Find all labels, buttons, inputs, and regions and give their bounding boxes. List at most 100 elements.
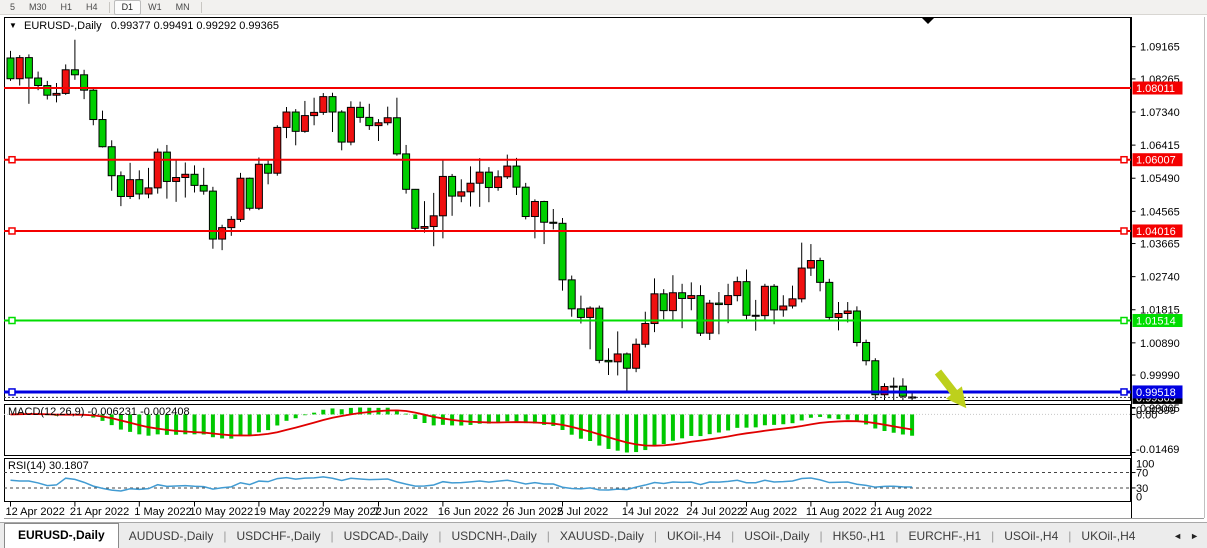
candle-body — [300, 115, 309, 132]
chart-ohlc-readout: 0.99377 0.99491 0.99292 0.99365 — [110, 20, 280, 32]
candle-body — [43, 85, 52, 96]
chart-tab-USDCHF-Daily[interactable]: USDCHF-,Daily — [236, 529, 321, 543]
trend-arrow[interactable] — [930, 366, 974, 415]
chart-tab-UKOil-H4[interactable]: UKOil-,H4 — [1081, 529, 1136, 543]
candle-body — [659, 293, 668, 312]
candle-body — [806, 260, 815, 269]
candle-body — [779, 305, 788, 311]
time-axis-label: 12 Apr 2022 — [6, 506, 65, 518]
timeframe-button-5[interactable]: 5 — [10, 1, 16, 12]
candle-body — [770, 285, 779, 311]
time-axis-label: 1 May 2022 — [134, 506, 191, 518]
candle-body — [254, 163, 263, 209]
time-axis-label: 7 Jun 2022 — [374, 506, 428, 518]
candle-body — [567, 279, 576, 310]
candle-body — [273, 126, 282, 174]
chart-tab-USOil-Daily[interactable]: USOil-,Daily — [744, 529, 810, 543]
candle-body — [144, 187, 153, 195]
candle-body — [586, 307, 595, 318]
candle-body — [135, 179, 144, 195]
candle-body — [245, 177, 254, 209]
chart-tab-AUDUSD-Daily[interactable]: AUDUSD-,Daily — [128, 529, 214, 543]
timeframe-button-H1[interactable]: H1 — [60, 1, 73, 12]
candle-body — [310, 111, 319, 117]
chart-dropdown-icon[interactable]: ▼ — [9, 21, 17, 30]
candle-body — [650, 293, 659, 325]
candle-body — [751, 314, 760, 317]
price-chart: 1.091651.082651.073401.064151.054901.045… — [4, 17, 1205, 519]
line-handle[interactable] — [1120, 227, 1128, 235]
line-handle[interactable] — [1120, 316, 1128, 325]
candle-body — [153, 151, 162, 189]
line-handle[interactable] — [8, 155, 16, 164]
tab-scroll-left-icon[interactable]: ◄ — [1173, 530, 1183, 541]
timeframe-button-MN[interactable]: MN — [175, 1, 190, 12]
chart-tab-HK50-H1[interactable]: HK50-,H1 — [832, 529, 886, 543]
line-handle[interactable] — [1120, 155, 1128, 164]
chart-window: 1.09165 1.08265 1.07340 1.06415 1.05490 1.045… — [0, 15, 1207, 522]
candle-body — [558, 222, 567, 281]
tab-scroll-right-icon[interactable]: ► — [1190, 530, 1199, 541]
line-handle[interactable] — [8, 227, 16, 235]
chart-tab-XAUUSD-Daily[interactable]: XAUUSD-,Daily — [559, 529, 644, 543]
timeframe-button-H4[interactable]: H4 — [86, 1, 98, 12]
timeframe-button-M30[interactable]: M30 — [29, 1, 47, 12]
candle-body — [825, 281, 834, 318]
candle-body — [512, 165, 521, 188]
line-handle[interactable] — [8, 316, 16, 325]
time-axis-label: 14 Jul 2022 — [622, 506, 679, 518]
price-badge-1.04016: 1.04016 — [1132, 224, 1183, 238]
macd-panel — [4, 407, 1131, 453]
candle-body — [52, 92, 61, 96]
price-axis-label: 1.05490 — [1140, 173, 1180, 185]
timeframe-button-D1[interactable]: D1 — [113, 0, 142, 15]
candle-body — [80, 74, 89, 91]
candle-body — [724, 295, 733, 306]
time-axis-label: 21 Aug 2022 — [870, 506, 932, 518]
timeframe-button-W1[interactable]: W1 — [148, 1, 162, 12]
candle-body — [632, 343, 641, 369]
chart-tab-USOil-H4[interactable]: USOil-,H4 — [1004, 529, 1059, 543]
time-axis-label: 16 Jun 2022 — [438, 506, 499, 518]
line-handle[interactable] — [8, 388, 16, 396]
badge-bg — [1132, 153, 1183, 167]
chart-tab-USDCNH-Daily[interactable]: USDCNH-,Daily — [451, 529, 537, 543]
candle-body — [218, 227, 227, 240]
candle-body — [760, 285, 769, 317]
chart-tab-UKOil-H4[interactable]: UKOil-,H4 — [667, 529, 722, 543]
candle-body — [89, 89, 98, 121]
macd-min-label: -0.01469 — [1136, 444, 1179, 456]
candle-body — [475, 171, 484, 184]
tab-separator: | — [653, 529, 658, 543]
chart-tab-USDCAD-Daily[interactable]: USDCAD-,Daily — [343, 529, 429, 543]
chart-tab-EURCHF-H1[interactable]: EURCHF-,H1 — [908, 529, 982, 543]
price-axis-label: 1.03665 — [1140, 239, 1180, 251]
candle-body — [61, 69, 70, 94]
autoscroll-triangle-icon[interactable] — [922, 18, 934, 24]
rsi-axis-label: 70 — [1136, 468, 1148, 480]
line-handle[interactable] — [1120, 388, 1128, 396]
badge-bg — [1132, 314, 1183, 328]
rsi-indicator-label: RSI(14) 30.1807 — [8, 460, 89, 472]
price-axis-label: 1.06415 — [1140, 140, 1180, 152]
candle-body — [484, 171, 493, 189]
candle-body — [438, 175, 447, 217]
time-axis-label: 5 Jul 2022 — [558, 506, 609, 518]
tab-separator: | — [895, 529, 899, 543]
time-axis-label: 2 Aug 2022 — [742, 506, 798, 518]
candle-body — [871, 360, 880, 396]
chart-tab-EURUSD-Daily[interactable]: EURUSD-,Daily — [4, 523, 119, 548]
candle-body — [282, 111, 291, 128]
badge-text: 1.06007 — [1136, 155, 1176, 167]
candle-body — [365, 116, 374, 127]
toolbar-separator — [200, 1, 202, 13]
candle-body — [199, 184, 208, 192]
candle-body — [319, 96, 328, 113]
macd-indicator-label: MACD(12,26,9) -0.006231 -0.002408 — [8, 406, 190, 418]
tab-separator: | — [223, 529, 227, 543]
candle-body — [668, 292, 677, 312]
timeframe-toolbar: 5 M30 H1 H4 D1 W1 MN — [0, 0, 1207, 15]
candle-body — [889, 385, 898, 388]
